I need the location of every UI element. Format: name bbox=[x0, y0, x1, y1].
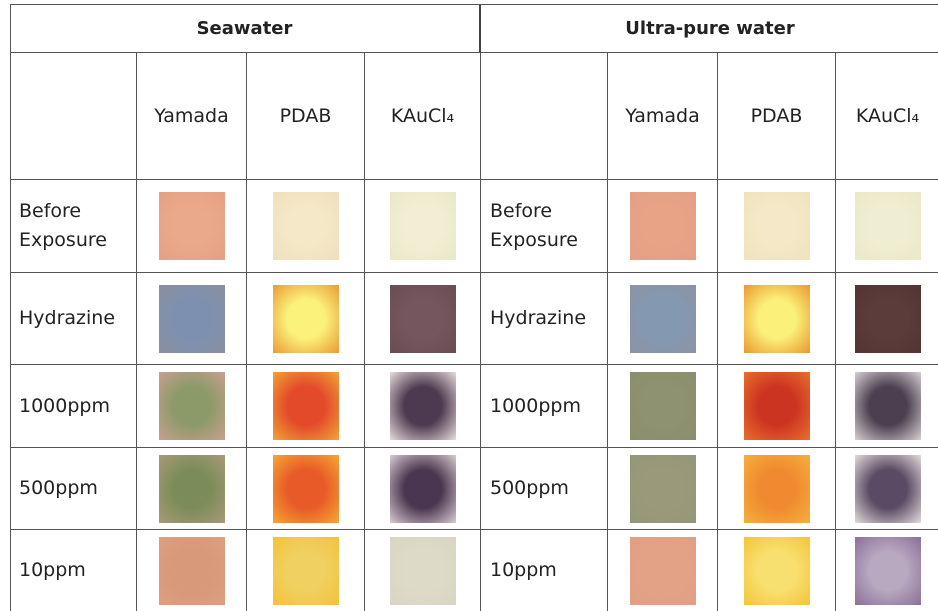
color-swatch bbox=[744, 372, 810, 440]
color-swatch bbox=[273, 285, 339, 353]
color-swatch bbox=[273, 537, 339, 605]
swatch-cell bbox=[718, 273, 836, 365]
row-label: Hydrazine bbox=[481, 273, 608, 365]
color-swatch bbox=[744, 285, 810, 353]
swatch-cell bbox=[718, 180, 836, 273]
swatch-cell bbox=[247, 448, 365, 530]
color-swatch bbox=[159, 285, 225, 353]
swatch-cell bbox=[137, 180, 247, 273]
swatch-cell bbox=[365, 273, 481, 365]
swatch-cell bbox=[718, 448, 836, 530]
row-label: 500ppm bbox=[481, 448, 608, 530]
swatch-cell bbox=[137, 365, 247, 448]
color-swatch bbox=[159, 537, 225, 605]
swatch-cell bbox=[365, 530, 481, 611]
color-swatch bbox=[630, 537, 696, 605]
blank-header bbox=[481, 53, 608, 180]
swatch-cell bbox=[137, 530, 247, 611]
row-label: 500ppm bbox=[10, 448, 137, 530]
row-label: Hydrazine bbox=[10, 273, 137, 365]
row-label: 1000ppm bbox=[10, 365, 137, 448]
color-swatch bbox=[855, 537, 921, 605]
color-swatch bbox=[630, 372, 696, 440]
column-header: Yamada bbox=[608, 53, 718, 180]
swatch-cell bbox=[137, 273, 247, 365]
column-header: Yamada bbox=[137, 53, 247, 180]
swatch-cell bbox=[247, 530, 365, 611]
color-swatch bbox=[855, 192, 921, 260]
swatch-cell bbox=[836, 448, 938, 530]
swatch-cell bbox=[608, 530, 718, 611]
column-header: KAuCl₄ bbox=[836, 53, 938, 180]
swatch-cell bbox=[608, 365, 718, 448]
color-swatch bbox=[630, 455, 696, 523]
color-swatch bbox=[855, 455, 921, 523]
swatch-cell bbox=[365, 365, 481, 448]
color-swatch bbox=[855, 285, 921, 353]
color-swatch bbox=[744, 537, 810, 605]
swatch-cell bbox=[247, 180, 365, 273]
color-swatch bbox=[390, 192, 456, 260]
swatch-cell bbox=[836, 180, 938, 273]
swatch-cell bbox=[608, 448, 718, 530]
swatch-cell bbox=[365, 448, 481, 530]
color-swatch bbox=[390, 455, 456, 523]
color-swatch bbox=[390, 372, 456, 440]
swatch-cell bbox=[836, 365, 938, 448]
swatch-cell bbox=[137, 448, 247, 530]
swatch-cell bbox=[247, 273, 365, 365]
color-swatch bbox=[390, 285, 456, 353]
swatch-cell bbox=[608, 180, 718, 273]
color-swatch bbox=[744, 455, 810, 523]
group-header: Ultra-pure water bbox=[481, 5, 938, 53]
swatch-cell bbox=[836, 530, 938, 611]
color-swatch bbox=[273, 192, 339, 260]
row-label: 10ppm bbox=[10, 530, 137, 611]
column-header: PDAB bbox=[247, 53, 365, 180]
color-swatch bbox=[159, 455, 225, 523]
row-label: Before Exposure bbox=[10, 180, 137, 273]
color-swatch bbox=[630, 285, 696, 353]
swatch-cell bbox=[247, 365, 365, 448]
swatch-cell bbox=[365, 180, 481, 273]
color-swatch bbox=[273, 455, 339, 523]
column-header: PDAB bbox=[718, 53, 836, 180]
swatch-cell bbox=[608, 273, 718, 365]
swatch-cell bbox=[718, 365, 836, 448]
swatch-cell bbox=[836, 273, 938, 365]
color-swatch bbox=[630, 192, 696, 260]
color-swatch bbox=[159, 372, 225, 440]
row-label: 1000ppm bbox=[481, 365, 608, 448]
group-header: Seawater bbox=[10, 5, 481, 53]
color-swatch bbox=[273, 372, 339, 440]
color-swatch bbox=[390, 537, 456, 605]
swatch-cell bbox=[718, 530, 836, 611]
column-header: KAuCl₄ bbox=[365, 53, 481, 180]
row-label: 10ppm bbox=[481, 530, 608, 611]
blank-header bbox=[10, 53, 137, 180]
color-swatch bbox=[159, 192, 225, 260]
row-label: Before Exposure bbox=[481, 180, 608, 273]
table-figure: SeawaterYamadaPDABKAuCl₄Before ExposureH… bbox=[0, 0, 938, 611]
color-swatch bbox=[744, 192, 810, 260]
color-swatch bbox=[855, 372, 921, 440]
